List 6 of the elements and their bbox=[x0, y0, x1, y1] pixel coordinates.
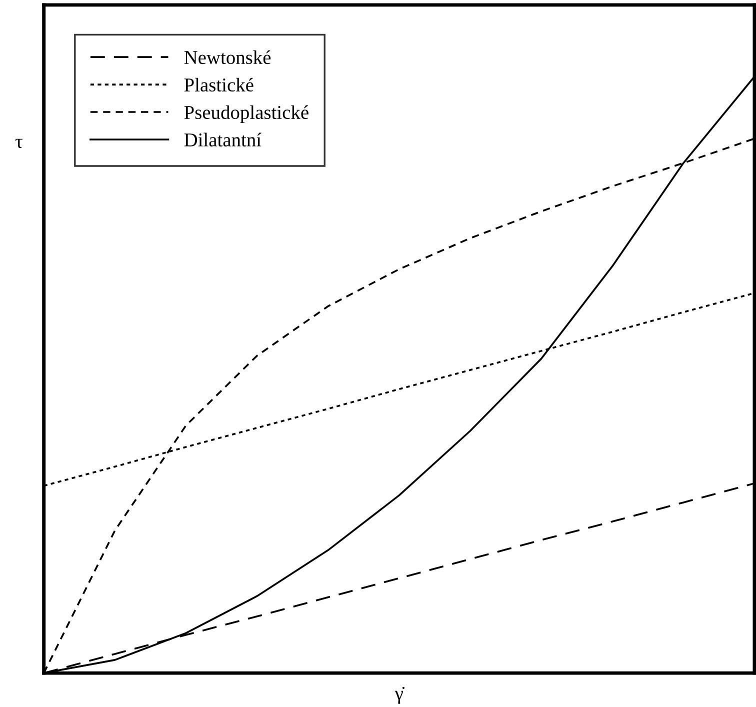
legend-label: Plastické bbox=[184, 78, 254, 92]
x-axis-title: γ̇ bbox=[394, 686, 404, 704]
y-axis-title: τ bbox=[15, 138, 22, 148]
legend-label: Newtonské bbox=[184, 50, 271, 64]
legend-label: Pseudoplastické bbox=[184, 105, 308, 123]
legend-label: Dilatantní bbox=[184, 132, 262, 146]
